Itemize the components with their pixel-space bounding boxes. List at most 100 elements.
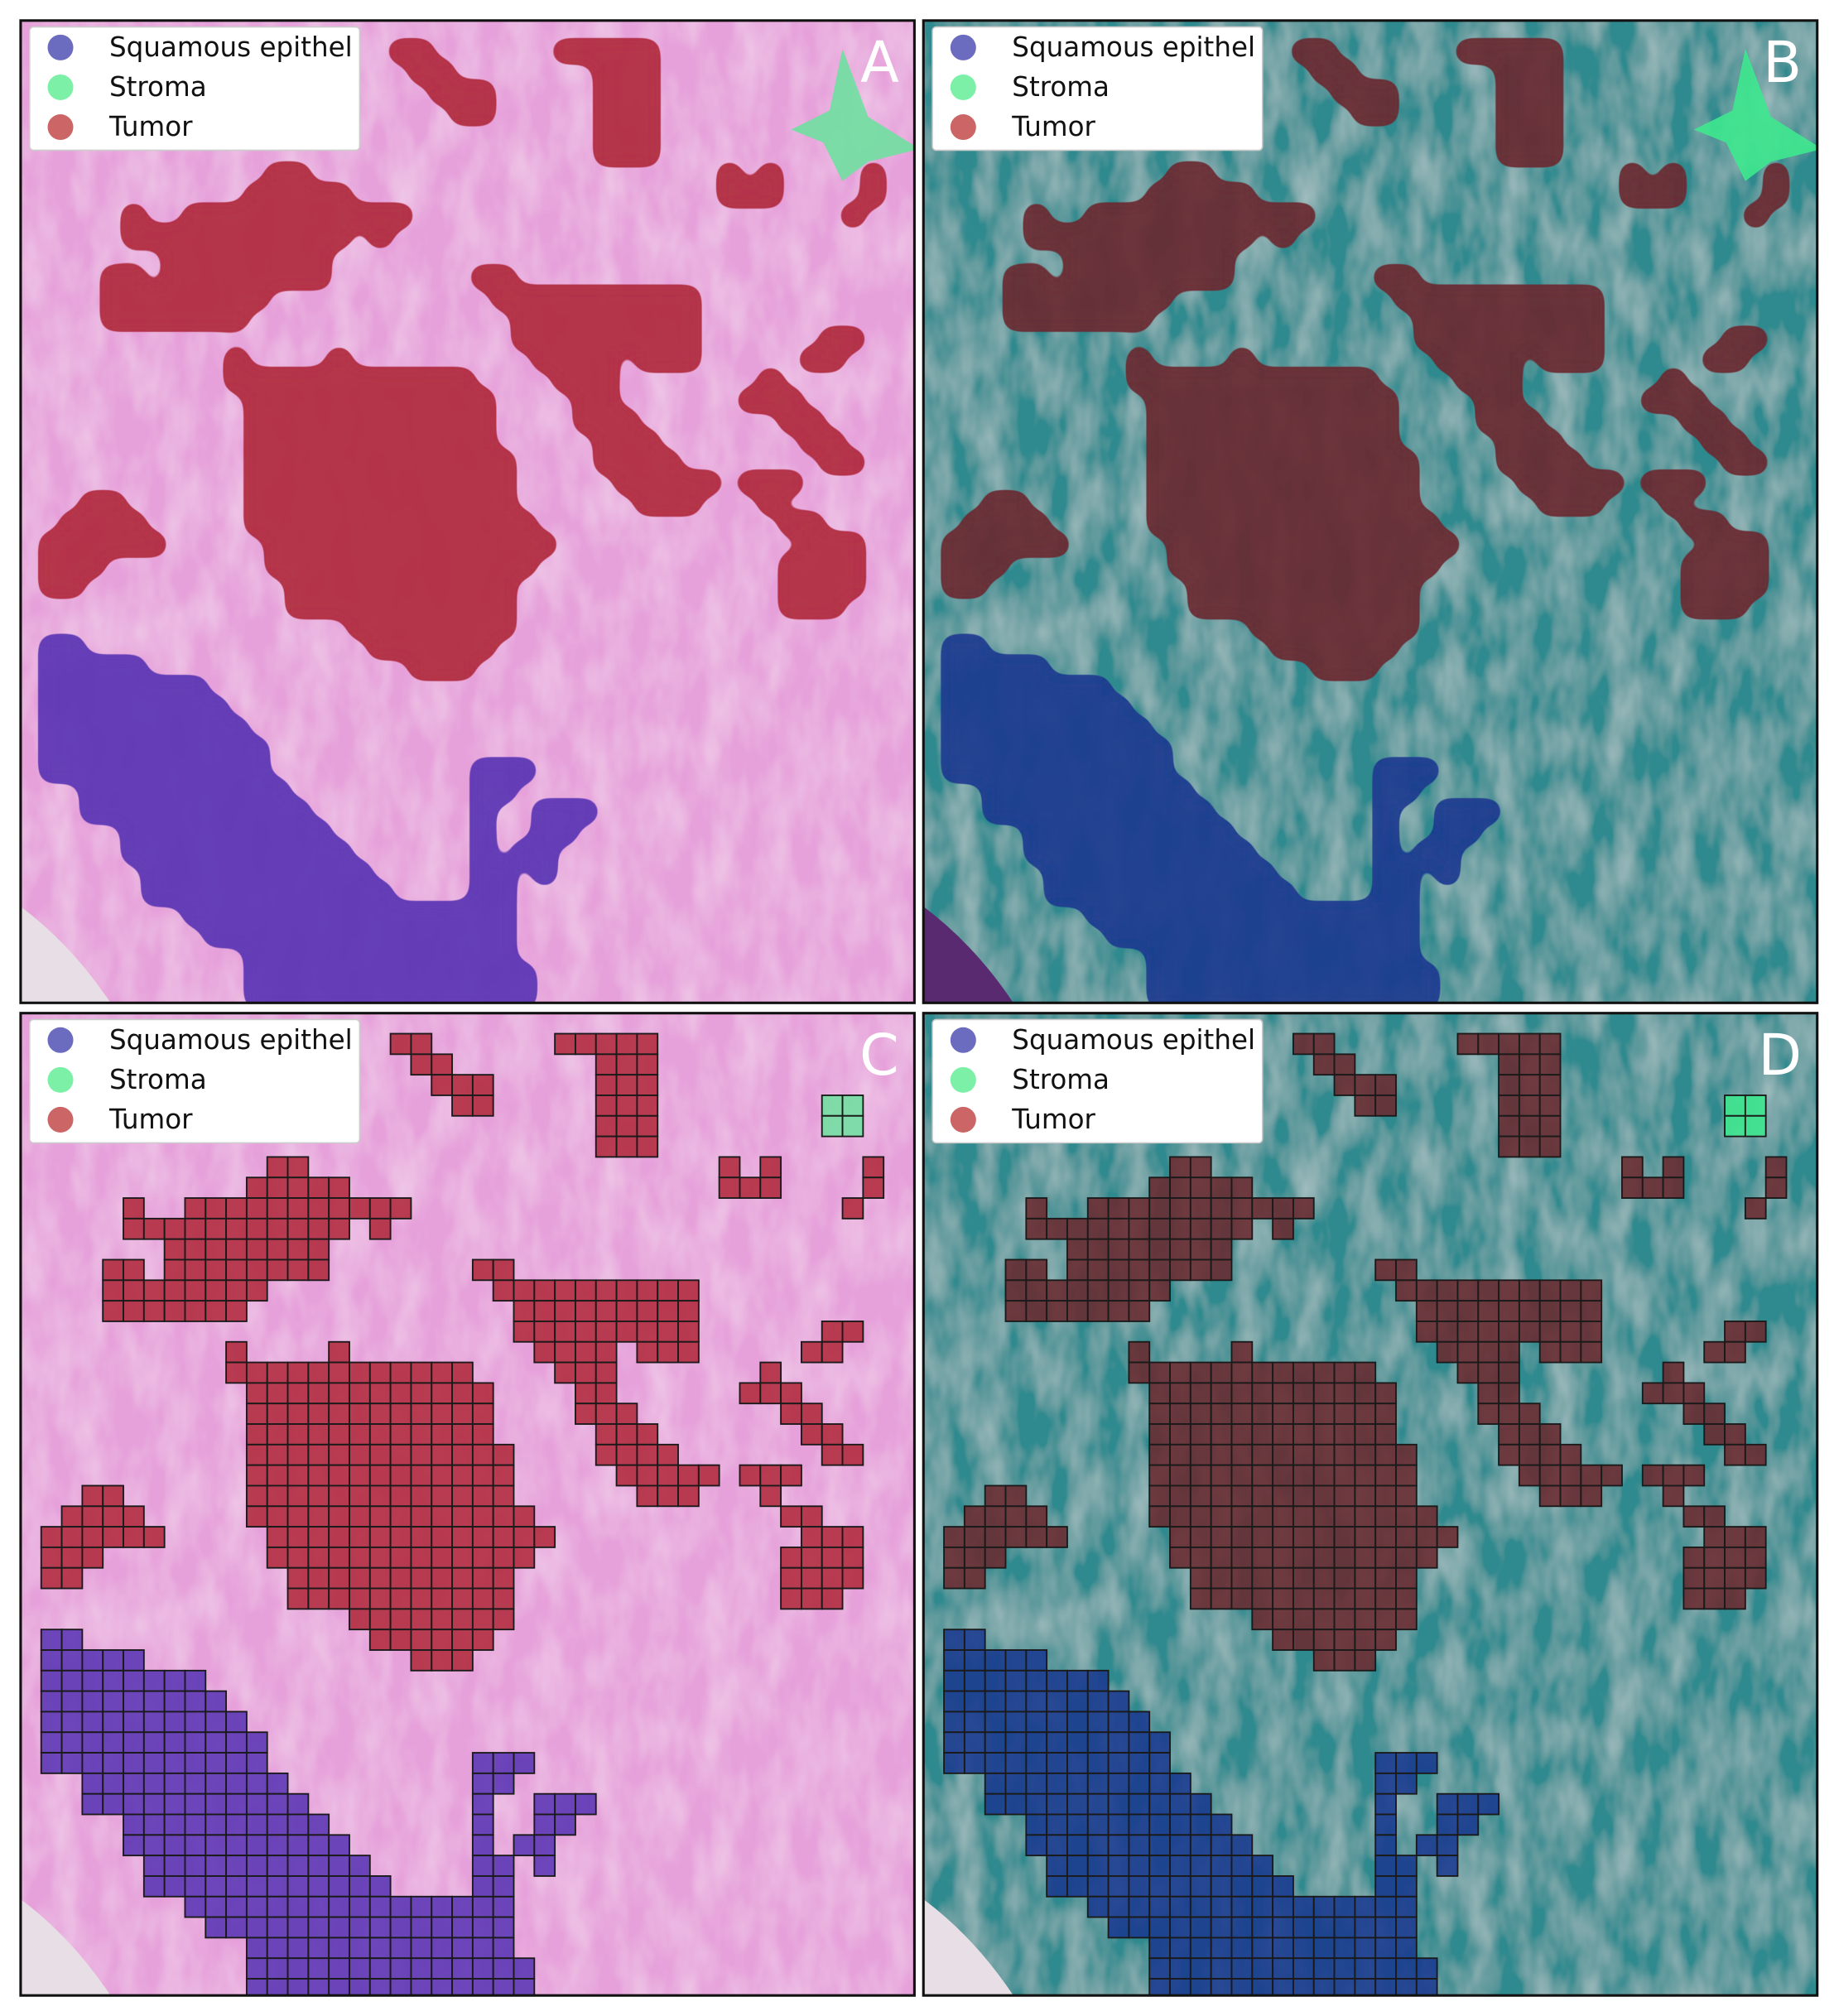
tile	[266, 1382, 289, 1405]
tile	[943, 1731, 965, 1754]
tile	[1128, 1340, 1151, 1364]
tile	[984, 1546, 1007, 1569]
legend-box	[931, 1018, 1264, 1144]
segment-cell	[634, 141, 661, 167]
tile	[368, 1916, 392, 1939]
tile	[615, 1032, 638, 1056]
tile	[1724, 1095, 1746, 1117]
tile	[677, 1340, 700, 1364]
tile	[1107, 1895, 1130, 1918]
tile	[1251, 1546, 1274, 1569]
tile	[451, 1649, 474, 1672]
tile	[1148, 1855, 1171, 1877]
tile	[471, 1074, 494, 1096]
tile	[1354, 1464, 1377, 1487]
tile	[594, 1300, 618, 1322]
segment-cell	[1229, 984, 1255, 1003]
tile	[984, 1710, 1007, 1734]
tile	[1169, 1382, 1191, 1405]
tile	[1272, 1957, 1294, 1980]
tile	[184, 1752, 207, 1774]
tile	[697, 1464, 720, 1487]
tile	[1107, 1752, 1130, 1774]
tile	[410, 1403, 433, 1425]
segment-cell	[1373, 99, 1399, 126]
tile	[1169, 1464, 1191, 1487]
tile	[513, 1546, 536, 1569]
tile	[1251, 1382, 1274, 1405]
tile	[1128, 1855, 1151, 1877]
tile	[1354, 1423, 1377, 1446]
tile	[800, 1566, 823, 1590]
tile	[266, 1176, 289, 1199]
tile	[184, 1217, 207, 1240]
tile	[328, 1916, 350, 1939]
tile	[1395, 1566, 1418, 1590]
tile	[513, 1834, 536, 1857]
tile	[163, 1669, 186, 1692]
tile	[1086, 1217, 1110, 1240]
tile	[1333, 1895, 1356, 1918]
legend-label: Stroma	[1012, 71, 1110, 103]
tile	[142, 1710, 166, 1734]
tile	[1025, 1526, 1048, 1548]
tile	[349, 1587, 371, 1610]
tile	[451, 1382, 474, 1405]
tile	[184, 1669, 207, 1692]
tile	[1025, 1649, 1048, 1672]
tile	[1374, 1258, 1397, 1282]
legend-box	[29, 26, 361, 152]
tile	[286, 1484, 310, 1508]
tile	[1107, 1197, 1130, 1220]
legend-label: Tumor	[108, 111, 193, 142]
tile	[142, 1792, 166, 1816]
tile	[1189, 1916, 1212, 1939]
tile	[142, 1875, 166, 1898]
tile	[368, 1217, 392, 1240]
tile	[1395, 1937, 1418, 1960]
tile	[636, 1114, 659, 1138]
tile	[1046, 1834, 1068, 1857]
tile	[963, 1649, 986, 1672]
legend-label: Squamous epithel	[109, 1024, 353, 1056]
tile	[1169, 1258, 1191, 1282]
tile	[60, 1669, 84, 1692]
tile	[1374, 1587, 1397, 1610]
tile	[821, 1095, 844, 1117]
tile	[1312, 1484, 1336, 1508]
tile	[1682, 1403, 1706, 1425]
tile	[1230, 1526, 1254, 1548]
tile	[205, 1710, 228, 1734]
tile	[1025, 1279, 1048, 1302]
tile	[81, 1710, 104, 1734]
tile	[1354, 1443, 1377, 1466]
tile	[1004, 1649, 1028, 1672]
tile	[1312, 1053, 1336, 1076]
tile	[533, 1300, 556, 1322]
tile	[123, 1772, 145, 1795]
tile	[1456, 1813, 1480, 1836]
tile	[1498, 1279, 1520, 1302]
segment-cell	[449, 654, 475, 681]
tile	[1128, 1279, 1151, 1302]
tile	[841, 1095, 864, 1117]
segment-cell	[819, 346, 845, 373]
tile	[1538, 1340, 1562, 1364]
tile	[943, 1690, 965, 1713]
tile	[142, 1300, 166, 1322]
tile	[1189, 1464, 1212, 1487]
tile	[142, 1279, 166, 1302]
legend-marker	[950, 1066, 976, 1093]
tile	[123, 1834, 145, 1857]
tile	[1128, 1361, 1151, 1384]
tile	[1107, 1690, 1130, 1713]
tile	[1292, 1423, 1315, 1446]
tile	[1169, 1895, 1191, 1918]
tile	[1538, 1279, 1562, 1302]
tile	[943, 1752, 965, 1774]
tile	[1312, 1032, 1336, 1056]
tile	[963, 1546, 986, 1569]
tile	[205, 1792, 228, 1816]
tile	[1189, 1443, 1212, 1466]
tile	[184, 1875, 207, 1898]
